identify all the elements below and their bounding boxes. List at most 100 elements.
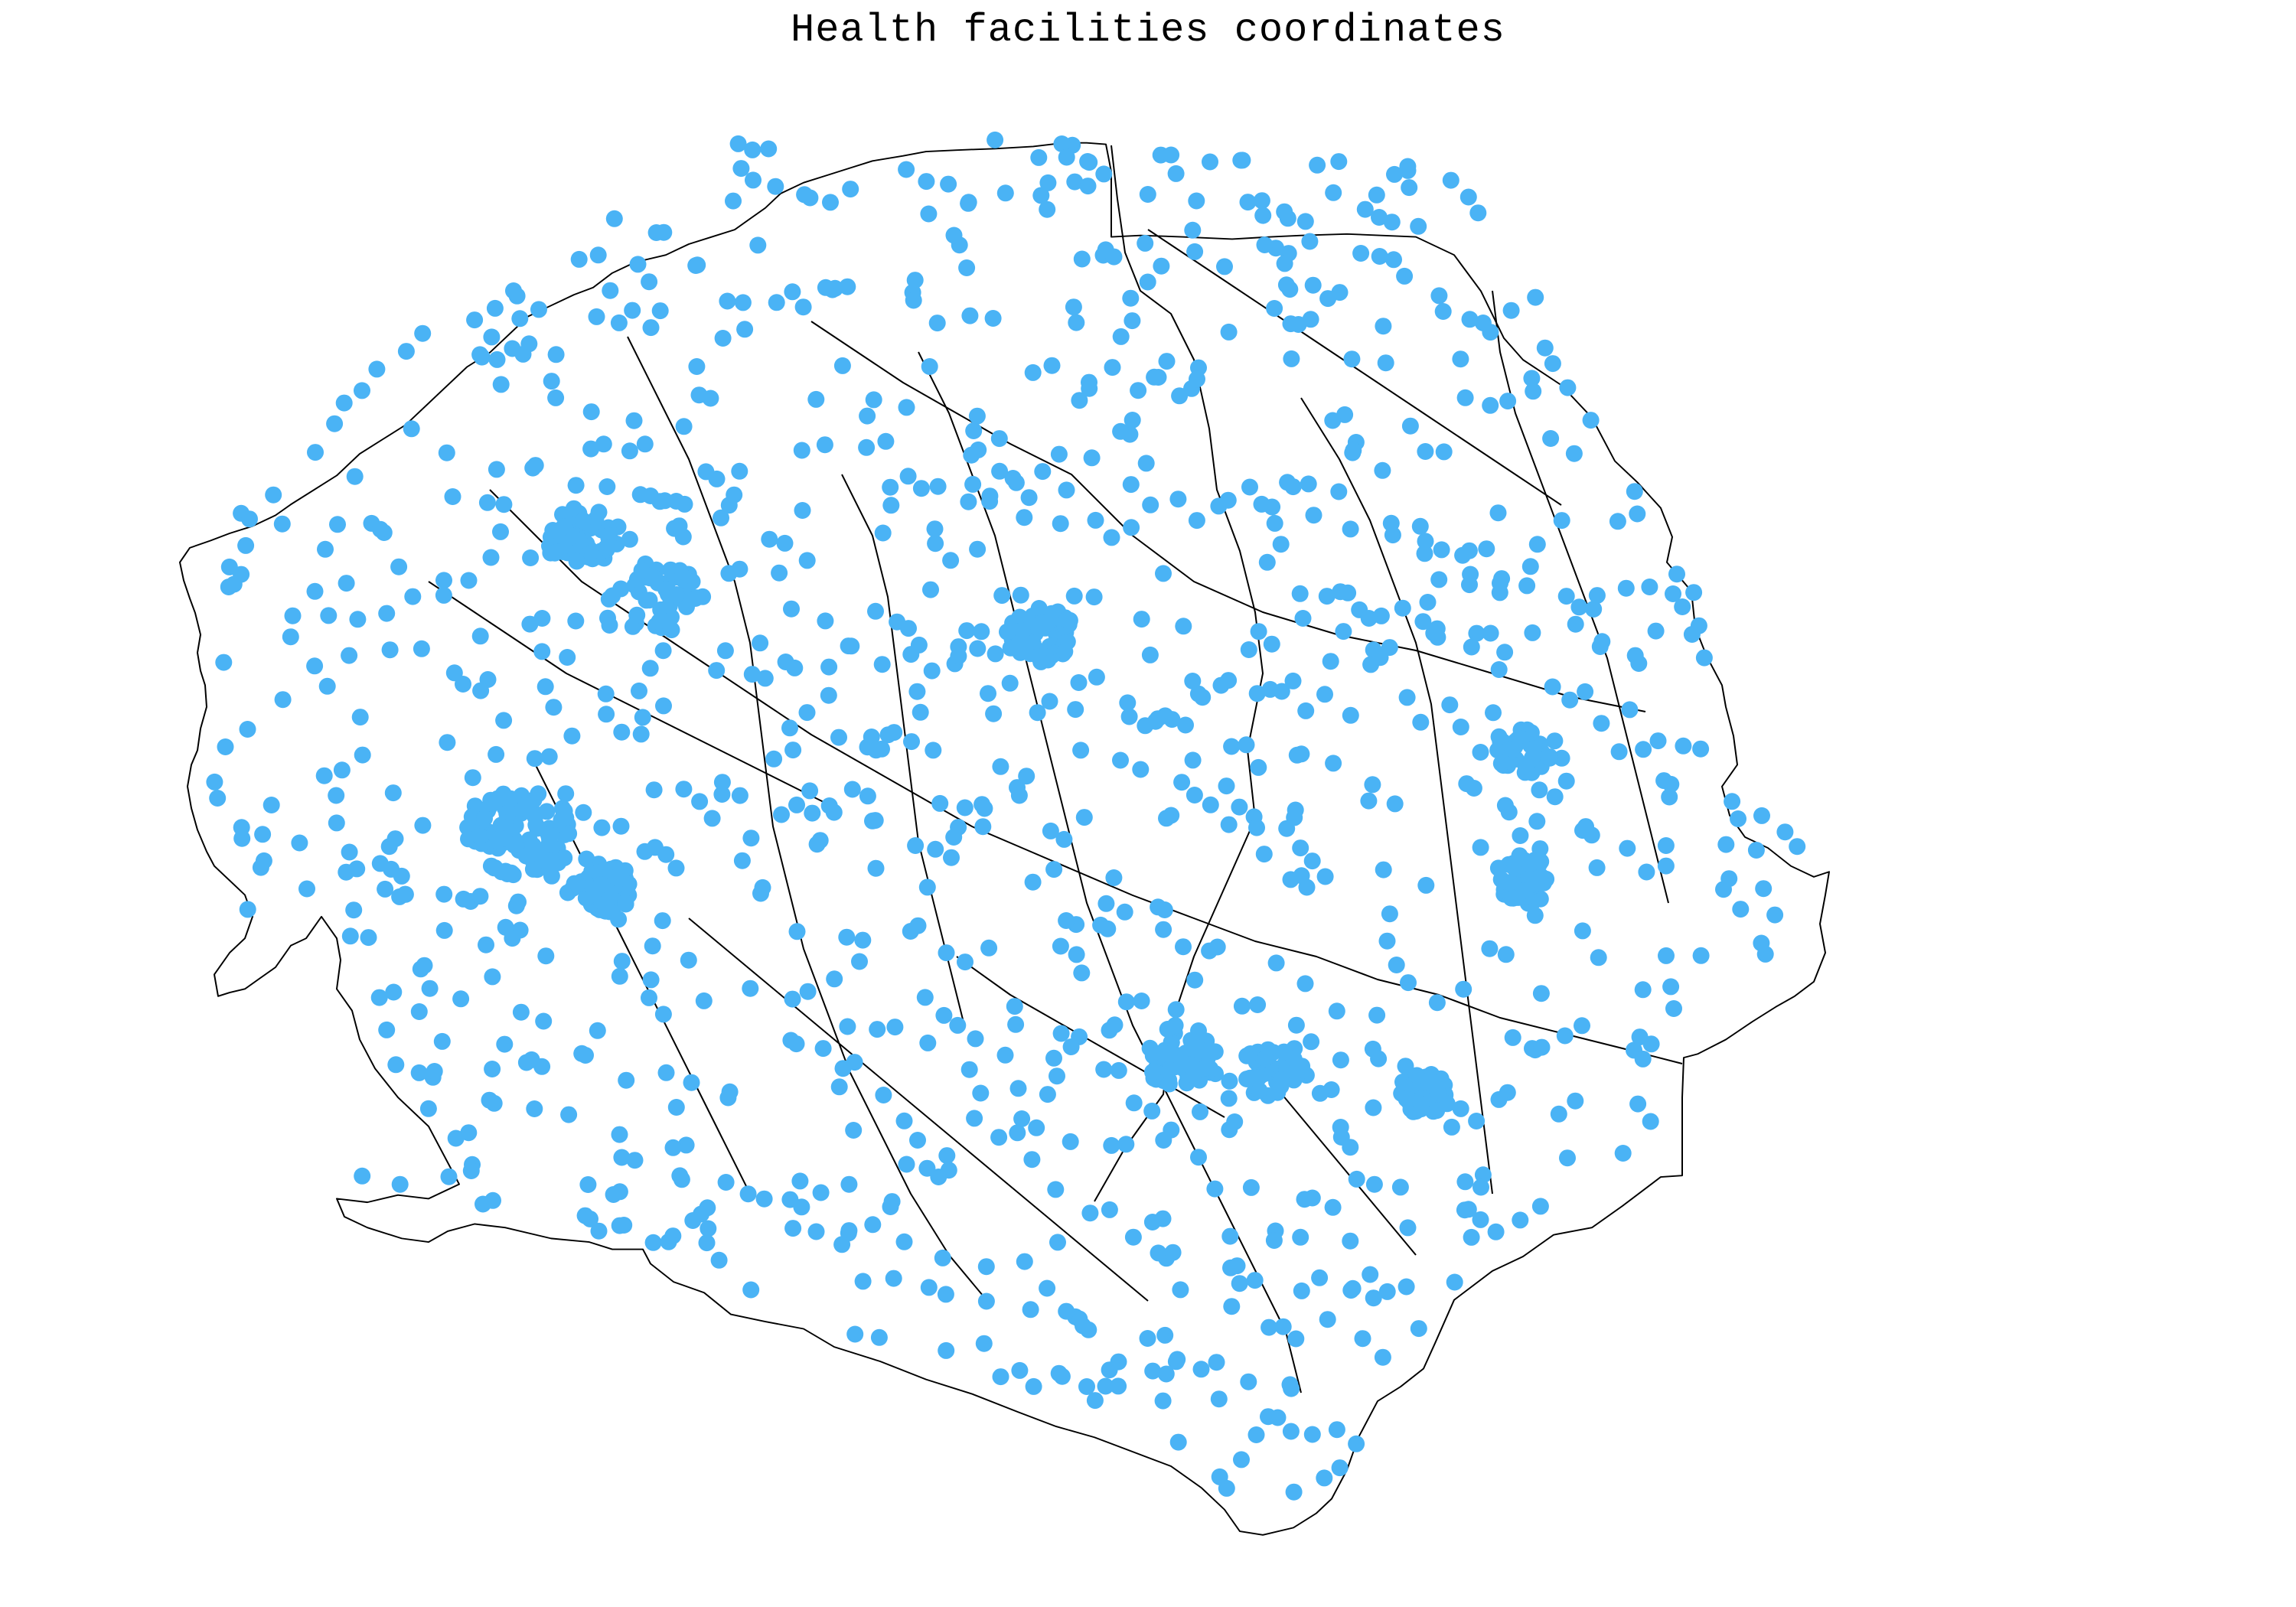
facility-point (1007, 474, 1025, 491)
facility-point (784, 990, 801, 1008)
facility-point (1335, 623, 1352, 641)
facility-point (916, 989, 934, 1006)
facility-point (680, 951, 697, 969)
facility-point (444, 488, 461, 505)
facility-point (1416, 545, 1433, 562)
facility-point (574, 512, 592, 530)
facility-point (1378, 1283, 1396, 1300)
facility-point (859, 787, 876, 805)
facility-point (1325, 755, 1342, 772)
facility-point (1352, 245, 1370, 262)
facility-point (589, 246, 607, 264)
facility-point (1397, 1278, 1415, 1296)
facility-point (854, 1273, 872, 1290)
facility-point (483, 328, 501, 346)
facility-point (788, 923, 806, 940)
facility-point (556, 849, 573, 867)
facility-point (1365, 1175, 1383, 1193)
facility-point (1055, 830, 1073, 848)
facility-point (1371, 649, 1389, 667)
facility-point (1137, 234, 1154, 252)
facility-point (543, 373, 560, 390)
facility-point (378, 605, 396, 622)
facility-point (1052, 937, 1069, 955)
facility-point (396, 885, 414, 903)
facility-point (1348, 1435, 1365, 1452)
facility-point (1356, 200, 1374, 218)
boundary-layer (179, 142, 1830, 1536)
facility-point (1496, 644, 1514, 661)
facility-point (624, 302, 641, 319)
facility-point (765, 750, 783, 768)
facility-point (1332, 1119, 1349, 1136)
facility-point (1223, 1298, 1241, 1315)
facility-point (547, 389, 565, 406)
facility-point (898, 1156, 915, 1173)
facility-point (1629, 1095, 1647, 1113)
facility-point (607, 869, 625, 886)
facility-point (1160, 1075, 1178, 1093)
facility-point (1662, 978, 1680, 996)
facility-point (812, 1184, 830, 1201)
facility-point (233, 819, 250, 836)
facility-point (1766, 906, 1784, 924)
facility-point (1056, 643, 1074, 660)
facility-point (980, 939, 998, 957)
facility-point (958, 622, 976, 640)
facility-point (920, 205, 938, 223)
facility-point (1155, 565, 1172, 582)
facility-point (589, 1022, 606, 1039)
facility-point (671, 1167, 689, 1185)
facility-point (977, 1258, 995, 1276)
facility-point (1482, 396, 1499, 414)
facility-point (1022, 1301, 1039, 1319)
facility-point (677, 1136, 695, 1154)
facility-point (452, 990, 470, 1008)
facility-point (1342, 1139, 1359, 1156)
facility-point (1296, 975, 1314, 993)
facility-point (1087, 511, 1104, 529)
facility-point (1122, 289, 1140, 307)
facility-point (598, 478, 616, 495)
facility-point (877, 432, 895, 450)
facility-point (839, 1018, 856, 1035)
facility-point (945, 227, 963, 244)
facility-point (742, 1281, 760, 1299)
facility-point (471, 346, 489, 363)
facility-point (1398, 689, 1416, 706)
facility-point (1284, 672, 1302, 689)
facility-point (869, 1021, 886, 1038)
facility-point (384, 784, 402, 802)
facility-point (598, 539, 615, 556)
facility-point (1250, 623, 1267, 641)
facility-point (618, 1071, 635, 1089)
facility-point (625, 412, 643, 429)
facility-point (1330, 153, 1348, 171)
facility-point (1789, 838, 1806, 856)
facility-point (1192, 1361, 1210, 1378)
facility-point (435, 921, 453, 939)
facility-point (990, 1129, 1008, 1146)
facility-point (613, 1149, 631, 1166)
facility-point (504, 930, 521, 947)
facility-point (1311, 1084, 1329, 1102)
facility-point (1154, 1210, 1172, 1227)
facility-point (636, 843, 654, 860)
facility-point (1169, 1047, 1186, 1064)
facility-point (1413, 1100, 1430, 1118)
facility-point (645, 781, 663, 799)
facility-point (822, 194, 839, 211)
facility-point (433, 1032, 451, 1050)
facility-point (1206, 1180, 1224, 1198)
facility-point (1430, 287, 1448, 305)
facility-point (582, 403, 600, 421)
facility-point (1169, 1433, 1187, 1451)
facility-point (1330, 483, 1348, 500)
facility-point (1441, 696, 1459, 714)
facility-point (1058, 1302, 1075, 1320)
facility-point (999, 623, 1016, 641)
facility-point (462, 1162, 480, 1179)
facility-point (754, 878, 771, 896)
facility-point (632, 725, 650, 743)
facility-point (206, 773, 223, 790)
